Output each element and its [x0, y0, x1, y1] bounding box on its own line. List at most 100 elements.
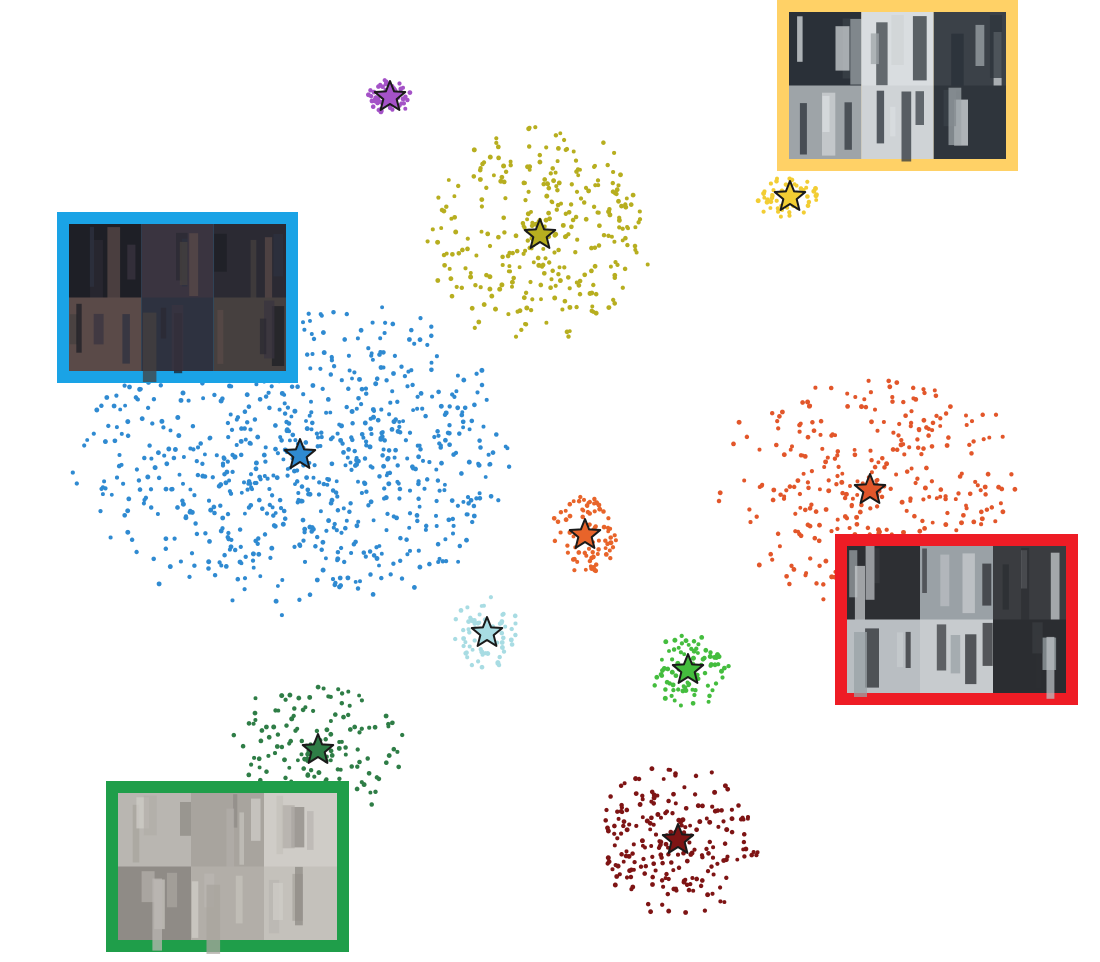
point: [230, 469, 235, 475]
point: [556, 272, 561, 277]
point: [342, 559, 347, 565]
point: [695, 803, 701, 809]
point: [801, 210, 806, 215]
point: [163, 486, 169, 492]
centroid-star-6: [853, 473, 887, 504]
point: [835, 517, 840, 522]
point: [791, 484, 797, 490]
point: [663, 639, 669, 645]
point: [930, 520, 935, 525]
thumbnail-detail: [940, 554, 950, 607]
point: [583, 216, 589, 222]
point: [569, 224, 574, 230]
point: [390, 107, 395, 112]
point: [980, 412, 985, 418]
point: [784, 488, 789, 493]
point: [922, 390, 927, 396]
point: [380, 305, 385, 310]
point: [390, 321, 396, 327]
point: [472, 402, 477, 408]
point: [329, 355, 334, 360]
point: [336, 745, 342, 751]
point: [158, 383, 163, 388]
point: [487, 461, 493, 467]
point: [809, 502, 814, 507]
point: [172, 447, 178, 452]
point: [446, 517, 452, 523]
point: [443, 558, 449, 564]
point: [248, 472, 254, 477]
point: [691, 639, 697, 644]
point: [188, 487, 193, 492]
point: [118, 407, 123, 412]
point: [195, 445, 201, 450]
point: [1000, 509, 1006, 515]
point: [399, 576, 405, 581]
point: [597, 223, 602, 229]
point: [232, 454, 238, 460]
point: [249, 762, 254, 767]
point: [194, 458, 199, 464]
point: [454, 284, 459, 289]
point: [523, 290, 529, 295]
point: [479, 197, 485, 203]
point: [604, 807, 609, 813]
point: [461, 499, 466, 504]
point: [382, 496, 387, 501]
point: [363, 439, 369, 444]
thumbnail-detail: [1002, 564, 1009, 610]
point: [246, 772, 252, 778]
point: [762, 195, 767, 200]
point: [998, 501, 1003, 506]
point: [761, 191, 766, 196]
point: [188, 446, 193, 451]
point: [481, 424, 486, 429]
point: [122, 383, 127, 388]
point: [321, 686, 326, 691]
point: [721, 819, 726, 824]
point: [434, 498, 439, 504]
point: [180, 390, 186, 396]
point: [289, 414, 294, 419]
point: [550, 200, 555, 205]
point: [682, 785, 687, 790]
point: [663, 687, 668, 692]
point: [374, 545, 379, 550]
point: [832, 456, 838, 461]
point: [660, 668, 665, 673]
point: [938, 487, 944, 492]
point: [929, 444, 935, 449]
point: [541, 181, 546, 187]
point: [924, 425, 929, 430]
point: [884, 461, 890, 467]
point: [478, 445, 483, 450]
point: [793, 511, 798, 516]
point: [853, 395, 858, 399]
point: [243, 437, 248, 442]
point: [143, 495, 149, 500]
thumbnail-detail: [171, 305, 184, 371]
point: [619, 831, 624, 836]
point: [303, 440, 309, 445]
point: [248, 427, 253, 432]
point: [479, 367, 485, 373]
point: [661, 777, 666, 781]
thumbnail-detail: [307, 811, 314, 850]
point: [659, 815, 663, 820]
point: [335, 549, 341, 555]
point: [429, 333, 434, 339]
point: [293, 438, 298, 443]
point: [373, 381, 379, 387]
point: [715, 861, 720, 866]
point: [386, 481, 392, 487]
thumbnail-detail: [905, 631, 911, 668]
point: [465, 512, 470, 517]
point: [370, 592, 376, 597]
point: [651, 792, 657, 798]
point: [352, 448, 357, 454]
point: [346, 689, 351, 694]
point: [574, 189, 580, 194]
point: [849, 502, 855, 508]
thumbnail-detail: [235, 875, 243, 924]
point: [395, 428, 401, 434]
